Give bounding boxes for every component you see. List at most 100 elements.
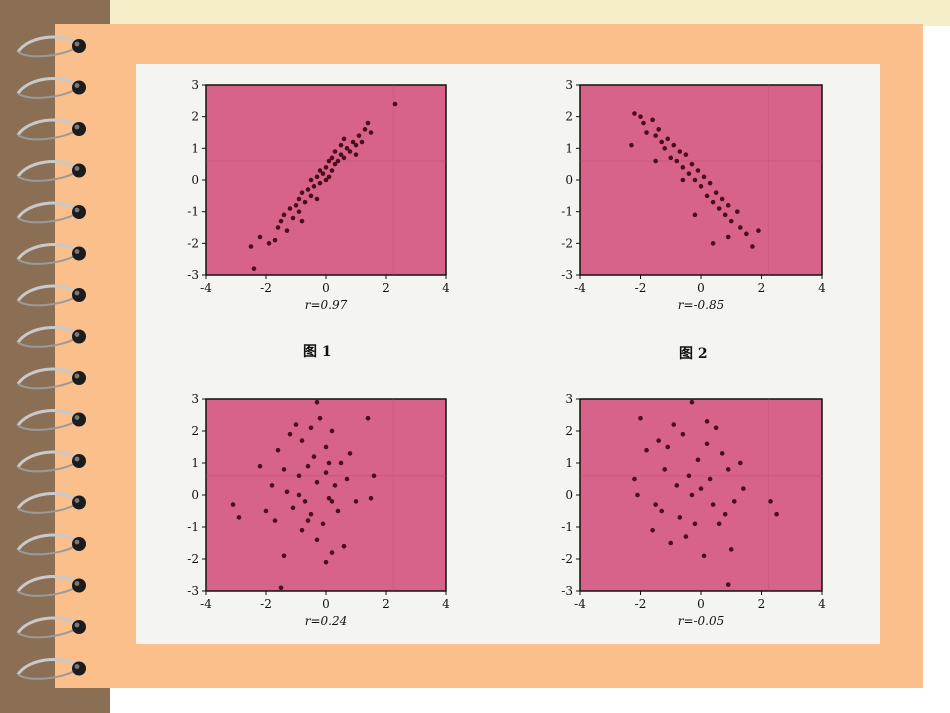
scatter-point: [323, 165, 329, 170]
scatter-point: [353, 142, 359, 148]
scatter-point: [302, 199, 308, 205]
scatter-point: [713, 190, 719, 195]
scatter-point: [350, 139, 356, 145]
scatter-point: [656, 127, 661, 132]
scatter-point: [686, 473, 692, 479]
scatter-point: [710, 502, 716, 507]
scatter-point: [323, 559, 329, 565]
scatter-point: [695, 457, 701, 463]
scatter-point: [275, 447, 281, 453]
y-tick-label: 1: [565, 141, 573, 155]
x-tick-label: 2: [758, 281, 766, 295]
scatter-point: [344, 476, 350, 482]
scatter-panel-1: -4 -2 0 2 4 -3 -2 -1 0 1 2 3 r=0.97: [187, 78, 450, 312]
x-tick-label: 4: [442, 597, 450, 611]
scatter-point: [347, 451, 353, 456]
scatter-point: [344, 146, 350, 151]
scatter-point: [650, 117, 655, 123]
scatter-point: [689, 492, 695, 498]
x-tick-label: -4: [200, 281, 212, 295]
scatter-point: [299, 218, 305, 224]
scatter-point: [257, 463, 263, 469]
spiral-ring-icon: [16, 450, 86, 473]
scatter-point: [677, 149, 683, 154]
scatter-point: [725, 234, 731, 240]
x-tick-label: -4: [200, 597, 212, 611]
spiral-ring-icon: [16, 367, 86, 390]
scatter-point: [284, 489, 290, 495]
scatter-point: [650, 527, 655, 533]
scatter-point: [632, 476, 637, 482]
spiral-ring-icon: [16, 77, 86, 99]
scatter-point: [287, 431, 293, 437]
scatter-point: [332, 483, 338, 488]
y-tick-label: 2: [191, 110, 199, 124]
scatter-point: [365, 120, 371, 126]
y-tick-label: 1: [191, 141, 199, 155]
scatter-point: [353, 152, 359, 157]
scatter-point: [665, 136, 671, 142]
scatter-point: [768, 499, 773, 504]
scatter-point: [317, 180, 323, 186]
y-tick-label: 1: [565, 456, 573, 470]
spiral-ring-icon: [16, 533, 86, 556]
scatter-point: [272, 237, 278, 243]
scatter-point: [326, 158, 332, 164]
spiral-ring-icon: [16, 35, 86, 58]
scatter-point: [305, 187, 311, 192]
scatter-point: [278, 218, 284, 224]
scatter-point: [704, 419, 710, 424]
scatter-point: [725, 203, 731, 208]
x-tick-label: 2: [382, 281, 390, 295]
scatter-point: [359, 139, 365, 145]
scatter-point: [314, 174, 320, 180]
scatter-point: [671, 422, 677, 427]
spiral-ring-icon: [16, 243, 86, 265]
y-tick-label: -3: [187, 584, 199, 598]
scatter-panel-3: -4 -2 0 2 4 -3 -2 -1 0 1 2 3 r=0.24: [187, 392, 450, 628]
scatter-point: [305, 463, 311, 469]
scatter-point: [713, 425, 719, 431]
scatter-point: [680, 431, 686, 437]
scatter-point: [644, 130, 649, 135]
scatter-point: [338, 152, 344, 157]
x-tick-label: -2: [260, 281, 272, 295]
caption-figure-2: 图 2: [679, 346, 708, 362]
scatter-point: [341, 155, 347, 161]
spiral-binding: [16, 35, 86, 680]
spiral-ring-icon: [16, 492, 86, 514]
y-tick-label: -1: [561, 205, 573, 219]
y-tick-label: -3: [561, 584, 573, 598]
scatter-point: [308, 177, 314, 183]
y-tick-label: 2: [191, 424, 199, 438]
scatter-point: [323, 470, 329, 475]
scatter-point: [317, 415, 323, 421]
plot-area: [579, 398, 823, 592]
scatter-point: [272, 518, 278, 523]
scatter-point: [269, 483, 275, 488]
scatter-point: [308, 193, 314, 199]
y-tick-label: -2: [561, 236, 573, 250]
y-tick-label: 0: [191, 173, 199, 187]
scatter-point: [629, 142, 634, 148]
y-tick-label: 0: [191, 488, 199, 502]
scatter-point: [704, 193, 710, 199]
scatter-point: [680, 165, 686, 170]
scatter-point: [281, 212, 287, 218]
x-tick-label: -2: [635, 597, 647, 611]
scatter-point: [302, 499, 308, 504]
scatter-point: [635, 492, 640, 498]
scatter-point: [362, 127, 368, 132]
spiral-ring-icon: [16, 284, 86, 307]
scatter-point: [299, 190, 305, 195]
scatter-point: [299, 438, 305, 443]
y-tick-label: -3: [561, 268, 573, 282]
scatter-point: [674, 483, 680, 488]
scatter-point: [335, 508, 341, 514]
y-tick-label: 0: [565, 173, 573, 187]
x-tick-label: 2: [382, 597, 390, 611]
scatter-point: [680, 177, 686, 183]
scatter-point: [710, 241, 716, 246]
scatter-point: [692, 177, 698, 183]
scatter-point: [332, 161, 338, 167]
